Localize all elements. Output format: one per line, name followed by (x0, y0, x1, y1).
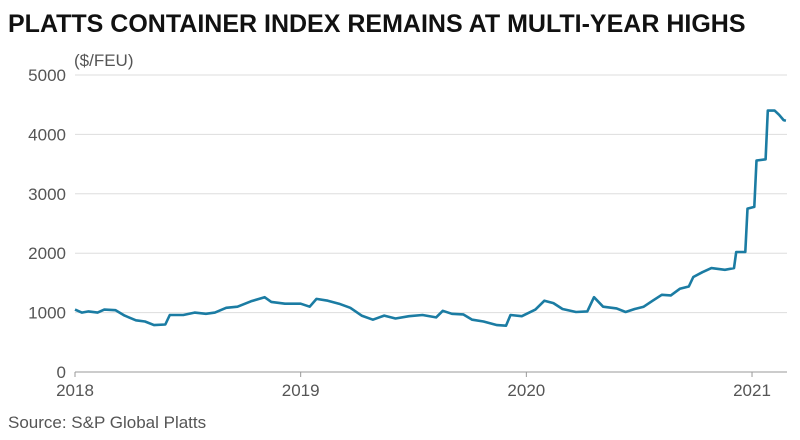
y-tick-label: 2000 (28, 244, 66, 263)
y-tick-label: 0 (57, 363, 66, 382)
y-tick-label: 3000 (28, 185, 66, 204)
x-tick-label: 2019 (282, 381, 320, 400)
y-tick-label: 1000 (28, 304, 66, 323)
y-axis-unit: ($/FEU) (74, 51, 134, 70)
y-tick-label: 5000 (28, 66, 66, 85)
x-tick-label: 2018 (56, 381, 94, 400)
source: Source: S&P Global Platts (8, 413, 206, 432)
x-tick-label: 2021 (733, 381, 771, 400)
x-tick-label: 2020 (507, 381, 545, 400)
line (74, 109, 787, 327)
chart-title: PLATTS CONTAINER INDEX REMAINS AT MULTI-… (8, 10, 746, 38)
y-tick-label: 4000 (28, 125, 66, 144)
